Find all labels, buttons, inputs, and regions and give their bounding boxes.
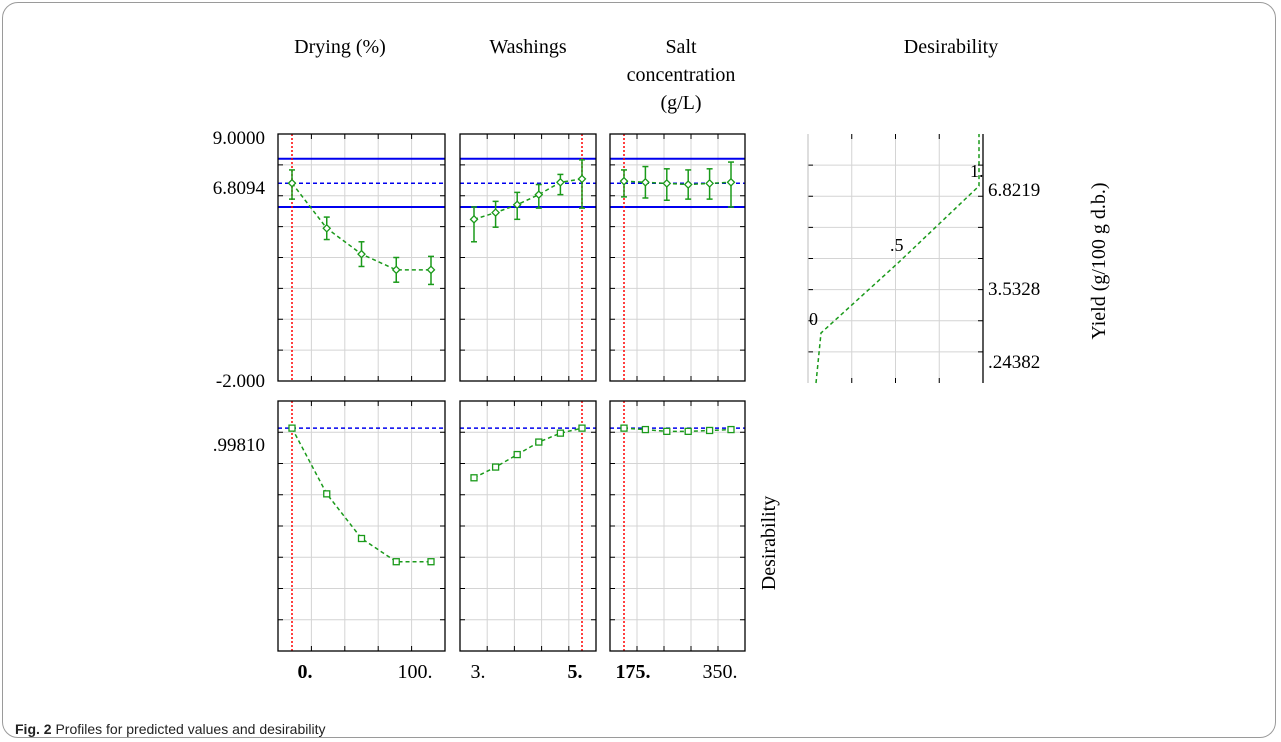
salt-desirability-point: [727, 425, 735, 434]
washings-yield-series-line: [473, 178, 583, 221]
salt-yield-frame: [609, 133, 746, 382]
row-label-desirability: Desirability: [758, 496, 780, 590]
drying-desirability-point: [288, 424, 296, 432]
desfunc-ytick-top: 6.8219: [988, 180, 1040, 201]
column-title-2: Salt: [665, 36, 697, 58]
xtick-label: 3.: [471, 661, 486, 683]
washings-yield-point: [512, 200, 522, 210]
washings-desirability-point: [556, 429, 565, 437]
drying-desirability-point: [427, 558, 435, 566]
figure-caption: Fig. 2 Profiles for predicted values and…: [15, 721, 325, 737]
desfunc-label-1: 1.: [970, 161, 984, 181]
drying-yield-point: [391, 265, 401, 275]
washings-yield-point: [534, 190, 544, 200]
salt-desirability-point: [684, 427, 692, 436]
washings-desirability-point: [535, 438, 543, 446]
salt-desirability-series-line: [623, 427, 732, 433]
washings-yield-frame: [459, 133, 597, 382]
salt-desirability-frame: [609, 400, 746, 652]
xtick-label: 350.: [703, 661, 738, 683]
washings-desirability-series-line: [473, 427, 583, 479]
salt-desirability-point: [620, 424, 628, 432]
caption-label: Fig. 2: [15, 721, 52, 737]
desfunc-label-0: 0: [809, 309, 818, 329]
washings-desirability-point: [513, 450, 521, 459]
xtick-label: 5.: [568, 661, 583, 683]
salt-yield-point: [726, 177, 736, 187]
ytick-label-top: 9.0000: [213, 128, 265, 149]
washings-desirability-point: [578, 424, 586, 432]
ytick-label-current: 6.8094: [213, 178, 266, 199]
profiles-figure: Drying (%) Washings Salt concentration (g/L)…: [213, 36, 1110, 683]
drying-desirability-point: [392, 558, 400, 566]
salt-yield-point: [640, 177, 650, 187]
column-title-2: concentration: [627, 64, 736, 86]
desfunc-ytick-bottom: .24382: [988, 352, 1040, 373]
drying-yield-point: [287, 178, 297, 188]
drying-desirability-series-line: [291, 427, 431, 563]
washings-yield-point: [491, 208, 501, 218]
desfunc-label-half: .5: [890, 235, 904, 255]
row-label-yield: Yield (g/100 g d.b.): [1088, 182, 1110, 339]
drying-yield-point: [322, 223, 332, 233]
salt-yield-point: [619, 176, 629, 186]
drying-yield-point: [357, 249, 366, 259]
column-title-2: (g/L): [660, 92, 701, 114]
salt-desirability-point: [641, 425, 650, 434]
salt-desirability-point: [705, 426, 714, 435]
drying-desirability-point: [357, 534, 366, 543]
column-title-3: Desirability: [904, 36, 998, 58]
drying-yield-frame: [277, 133, 446, 382]
xtick-label: 100.: [398, 661, 433, 683]
ytick-label-bottom: -2.000: [216, 371, 265, 392]
salt-desirability-point: [663, 427, 671, 436]
drying-desirability-point: [323, 490, 331, 498]
xtick-label: 0.: [298, 661, 313, 683]
washings-yield-point: [577, 174, 587, 184]
washings-desirability-point: [491, 463, 500, 471]
drying-yield-point: [426, 265, 436, 275]
ytick-label-des: .99810: [213, 435, 265, 456]
washings-desirability-point: [470, 474, 478, 482]
xtick-label: 175.: [616, 661, 651, 683]
desfunc-series-line: [815, 134, 980, 384]
desfunc-ytick-mid: 3.5328: [988, 279, 1040, 300]
washings-yield-point: [555, 177, 565, 187]
drying-desirability-frame: [277, 400, 446, 652]
caption-text: Profiles for predicted values and desira…: [55, 721, 326, 737]
washings-yield-point: [469, 214, 479, 224]
salt-yield-point: [683, 180, 693, 189]
column-title-1: Washings: [489, 36, 566, 58]
salt-yield-point: [705, 178, 715, 188]
salt-yield-point: [662, 178, 672, 188]
washings-desirability-frame: [459, 400, 597, 652]
column-title-0: Drying (%): [294, 36, 386, 58]
